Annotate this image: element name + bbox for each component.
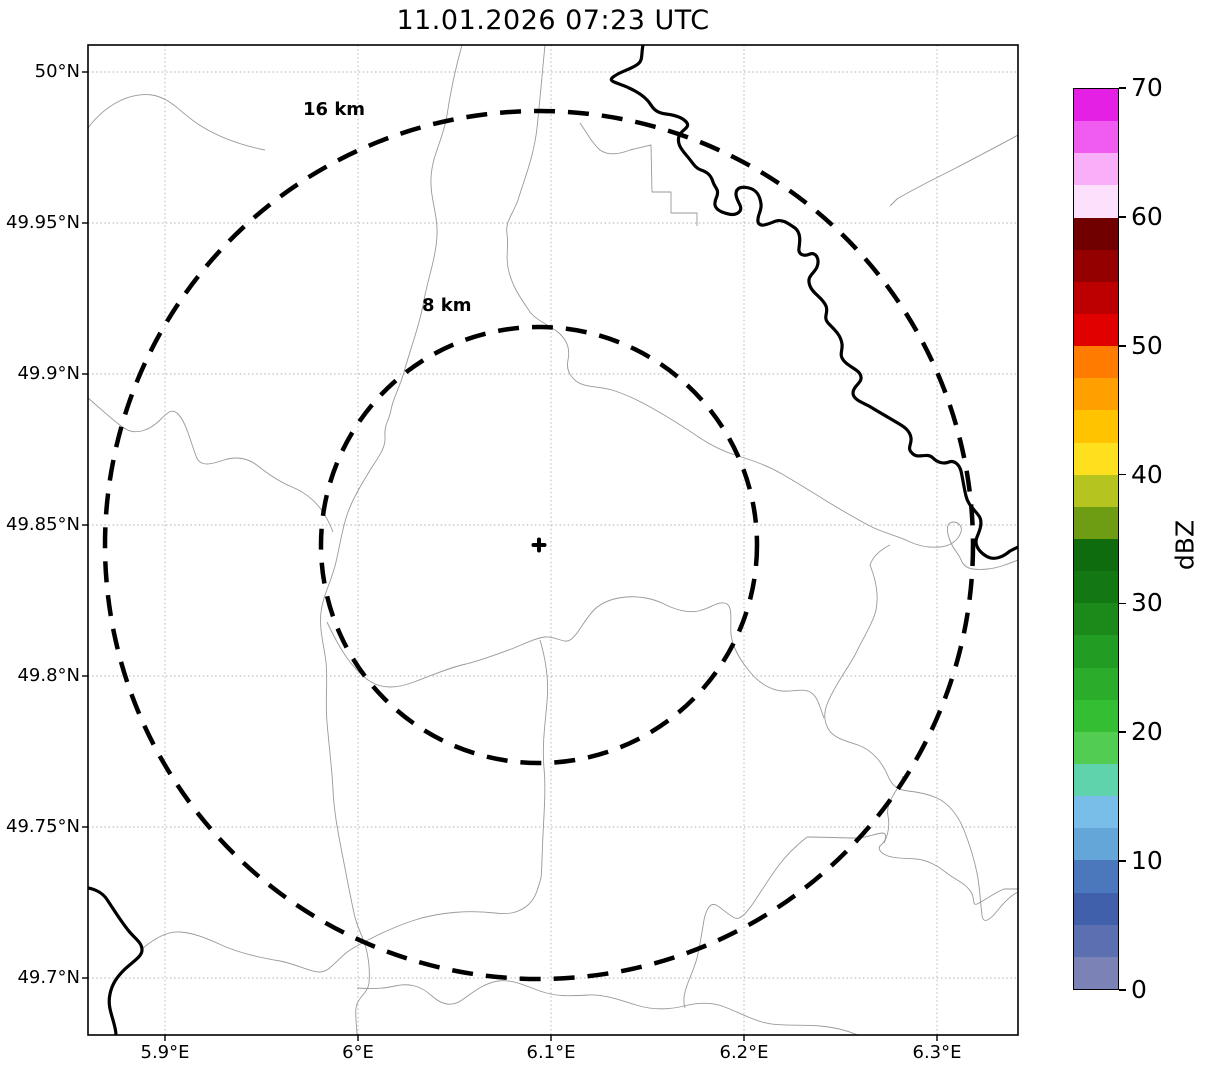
colorbar-segment	[1074, 924, 1118, 957]
colorbar-tick-mark	[1119, 602, 1126, 605]
y-tick-label: 49.7°N	[17, 967, 80, 988]
colorbar-tick-label: 60	[1131, 201, 1163, 231]
boundary-line	[356, 980, 859, 1035]
map-frame	[87, 44, 1019, 1036]
colorbar-segment	[1074, 442, 1118, 475]
colorbar-tick-label: 50	[1131, 330, 1163, 360]
colorbar-tick-mark	[1119, 731, 1126, 734]
colorbar-segment	[1074, 731, 1118, 764]
boundary-line	[889, 134, 1018, 207]
boundary-line	[320, 45, 463, 1035]
colorbar-segment	[1074, 956, 1118, 989]
colorbar-segment	[1074, 667, 1118, 700]
colorbar-segment	[1074, 121, 1118, 154]
boundary-line	[806, 832, 1018, 905]
colorbar-segment	[1074, 249, 1118, 282]
y-tick-label: 49.9°N	[17, 363, 80, 384]
colorbar-tick-label: 40	[1131, 459, 1163, 489]
radar-center-marker	[531, 537, 547, 553]
colorbar-segment	[1074, 346, 1118, 379]
colorbar-segment	[1074, 410, 1118, 443]
colorbar-segment	[1074, 603, 1118, 636]
y-tick-label: 49.75°N	[6, 816, 80, 837]
river-border-lines	[88, 45, 1018, 1035]
boundary-line	[88, 94, 266, 151]
boundary-line	[539, 639, 549, 879]
colorbar-segment	[1074, 217, 1118, 250]
y-tick-label: 50°N	[34, 61, 80, 82]
y-tick-label: 49.95°N	[6, 212, 80, 233]
boundary-line	[824, 544, 1018, 921]
boundary-line	[506, 45, 1018, 570]
colorbar-tick-mark	[1119, 344, 1126, 347]
colorbar-segment	[1074, 828, 1118, 861]
colorbar-segment	[1074, 699, 1118, 732]
colorbar-tick-mark	[1119, 860, 1126, 862]
range-ring-8km	[318, 324, 760, 766]
range-ring-16km	[102, 108, 976, 982]
colorbar-segment	[1074, 860, 1118, 893]
colorbar-segment	[1074, 892, 1118, 925]
x-tick-label: 6.2°E	[719, 1042, 769, 1063]
colorbar-segment	[1074, 538, 1118, 572]
colorbar-segment	[1074, 796, 1118, 829]
colorbar-segment	[1074, 635, 1118, 668]
range-ring-label-16km: 16 km	[303, 99, 366, 120]
x-tick-label: 6.1°E	[526, 1042, 576, 1063]
colorbar-segment	[1074, 89, 1118, 122]
y-tick-label: 49.85°N	[6, 514, 80, 535]
boundary-line	[683, 836, 808, 1009]
colorbar-tick-mark	[1119, 989, 1126, 991]
colorbar-segment	[1074, 313, 1118, 347]
colorbar-tick-label: 20	[1131, 717, 1163, 747]
colorbar-tick-label: 10	[1131, 846, 1163, 876]
colorbar-segment	[1074, 763, 1118, 797]
lat-lon-gridlines	[88, 45, 1018, 1035]
colorbar-tick-label: 70	[1131, 73, 1163, 102]
colorbar-segment	[1074, 185, 1118, 218]
x-tick-label: 6.3°E	[912, 1042, 962, 1063]
colorbar-tick-mark	[1119, 216, 1126, 218]
y-tick-label: 49.8°N	[17, 665, 80, 686]
range-ring-label-8km: 8 km	[422, 295, 472, 316]
colorbar-tick-mark	[1119, 87, 1126, 89]
admin-boundary-lines	[88, 45, 1018, 1035]
river-border-southwest	[88, 886, 144, 1035]
colorbar-segment	[1074, 571, 1118, 604]
colorbar-segment	[1074, 153, 1118, 186]
plot-title: 11.01.2026 07:23 UTC	[396, 5, 710, 36]
boundary-line	[579, 122, 698, 226]
boundary-line	[142, 877, 542, 973]
colorbar-segment	[1074, 474, 1118, 507]
colorbar-segment	[1074, 506, 1118, 539]
x-tick-label: 5.9°E	[140, 1042, 190, 1063]
colorbar-tick-label: 30	[1131, 588, 1163, 618]
boundary-line	[88, 397, 334, 533]
x-tick-label: 6°E	[342, 1042, 374, 1063]
colorbar-tick-label: 0	[1131, 975, 1147, 1004]
colorbar	[1073, 88, 1119, 990]
colorbar-axis-label: dBZ	[1170, 519, 1200, 571]
colorbar-segment	[1074, 378, 1118, 411]
colorbar-tick-mark	[1119, 473, 1126, 476]
axis-tick-marks	[82, 71, 938, 1041]
colorbar-segment	[1074, 281, 1118, 314]
boundary-line	[326, 596, 825, 719]
river-border-east	[609, 45, 1018, 560]
